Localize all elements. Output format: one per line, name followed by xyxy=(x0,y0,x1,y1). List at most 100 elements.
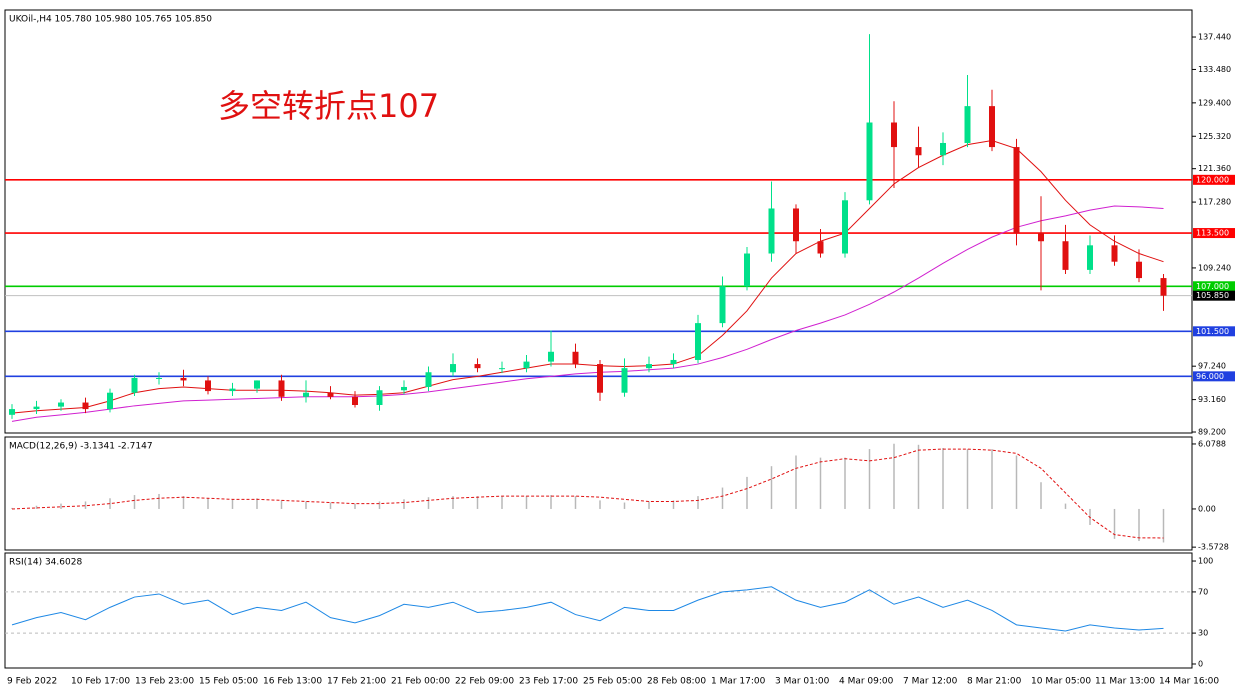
indicator-line xyxy=(11,140,1164,414)
candle-body xyxy=(621,368,628,393)
x-tick-label: 16 Feb 13:00 xyxy=(263,677,322,687)
candle-body xyxy=(303,392,309,397)
candle-body xyxy=(744,253,750,287)
candle-body xyxy=(842,200,848,254)
y-tick-label: 93.160 xyxy=(1198,395,1226,404)
y-tick-label: 30 xyxy=(1198,629,1208,638)
candle-body xyxy=(891,122,897,148)
candle-body xyxy=(107,392,113,410)
level-label: 113.500 xyxy=(1196,229,1229,238)
candle-body xyxy=(719,286,726,324)
y-tick-label: 125.320 xyxy=(1198,132,1231,141)
y-tick-label: 137.440 xyxy=(1198,33,1231,42)
candle-body xyxy=(450,364,456,373)
x-tick-label: 11 Mar 13:00 xyxy=(1095,677,1155,687)
y-tick-label: 6.0788 xyxy=(1198,439,1226,448)
y-tick-label: 0 xyxy=(1198,659,1203,668)
candle-body xyxy=(793,208,799,242)
candle-body xyxy=(915,147,922,156)
candle-body xyxy=(425,372,432,387)
candle-body xyxy=(376,390,383,405)
candle-body xyxy=(1013,147,1020,234)
indicator-line xyxy=(11,205,1164,422)
rsi-header: RSI(14) 34.6028 xyxy=(9,558,82,568)
candle-body xyxy=(964,106,971,143)
level-label: 101.500 xyxy=(1196,327,1229,336)
candle-body xyxy=(499,368,505,370)
level-label: 96.000 xyxy=(1196,372,1224,381)
x-tick-label: 23 Feb 17:00 xyxy=(519,677,578,687)
x-tick-label: 21 Feb 00:00 xyxy=(391,677,450,687)
candle-body xyxy=(205,380,211,392)
macd-header: MACD(12,26,9) -3.1341 -2.7147 xyxy=(9,442,153,452)
candle-body xyxy=(474,364,481,369)
x-tick-label: 15 Feb 05:00 xyxy=(199,677,258,687)
level-tag xyxy=(1193,326,1235,337)
x-tick-label: 4 Mar 09:00 xyxy=(839,677,894,687)
y-tick-label: 100 xyxy=(1198,557,1213,566)
candle-body xyxy=(523,361,530,369)
level-label: 107.000 xyxy=(1196,282,1229,291)
candle-body xyxy=(695,323,701,360)
candle-body xyxy=(1111,245,1118,262)
candle-body xyxy=(572,351,579,365)
candle-body xyxy=(866,122,873,201)
candle-body xyxy=(1160,278,1167,296)
candle-body xyxy=(989,106,995,148)
level-tag xyxy=(1193,371,1235,382)
y-tick-label: 121.360 xyxy=(1198,164,1231,173)
candle-body xyxy=(278,380,285,397)
y-tick-label: 129.400 xyxy=(1198,98,1231,107)
candle-body xyxy=(1087,245,1093,270)
candle-body xyxy=(817,241,824,254)
candle-body xyxy=(229,388,236,392)
y-tick-label: -3.5728 xyxy=(1198,543,1229,552)
candle-body xyxy=(254,380,260,389)
x-tick-label: 28 Feb 08:00 xyxy=(647,677,706,687)
candle-body xyxy=(1062,241,1069,270)
price-panel xyxy=(4,9,1193,434)
candle-body xyxy=(156,377,162,379)
y-tick-label: 97.240 xyxy=(1198,362,1226,371)
candle-body xyxy=(131,377,138,393)
x-tick-label: 9 Feb 2022 xyxy=(7,677,57,687)
x-tick-label: 10 Feb 17:00 xyxy=(71,677,130,687)
x-tick-label: 3 Mar 01:00 xyxy=(775,677,830,687)
candle-body xyxy=(1038,233,1044,242)
y-tick-label: 70 xyxy=(1198,587,1208,596)
candle-body xyxy=(646,364,652,369)
macd-panel xyxy=(4,436,1193,551)
y-tick-label: 109.240 xyxy=(1198,263,1231,272)
level-label: 120.000 xyxy=(1196,175,1229,184)
x-tick-label: 10 Mar 05:00 xyxy=(1031,677,1091,687)
candle-body xyxy=(548,351,554,362)
level-tag xyxy=(1193,228,1235,239)
level-tag xyxy=(1193,281,1235,292)
level-label: 105.850 xyxy=(1196,291,1229,300)
x-tick-label: 22 Feb 09:00 xyxy=(455,677,514,687)
x-tick-label: 14 Mar 16:00 xyxy=(1159,677,1219,687)
candle-body xyxy=(670,359,677,365)
x-tick-label: 25 Feb 05:00 xyxy=(583,677,642,687)
candle-body xyxy=(180,377,187,381)
candle-body xyxy=(9,409,15,415)
candle-body xyxy=(597,364,603,393)
y-tick-label: 89.200 xyxy=(1198,428,1226,437)
x-tick-label: 13 Feb 23:00 xyxy=(135,677,194,687)
y-tick-label: 117.280 xyxy=(1198,198,1231,207)
x-tick-label: 1 Mar 17:00 xyxy=(711,677,766,687)
symbol-header: UKOil-,H4 105.780 105.980 105.765 105.85… xyxy=(9,15,212,25)
candle-body xyxy=(82,402,89,410)
candle-body xyxy=(352,396,358,405)
indicator-line xyxy=(11,586,1164,632)
candle-body xyxy=(58,402,64,407)
y-tick-label: 0.00 xyxy=(1198,504,1216,513)
x-tick-label: 8 Mar 21:00 xyxy=(967,677,1022,687)
candle-body xyxy=(401,386,407,391)
indicator-line xyxy=(11,448,1164,539)
candle-body xyxy=(768,208,775,254)
annotation: 多空转折点107 xyxy=(218,87,439,125)
x-tick-label: 7 Mar 12:00 xyxy=(903,677,958,687)
